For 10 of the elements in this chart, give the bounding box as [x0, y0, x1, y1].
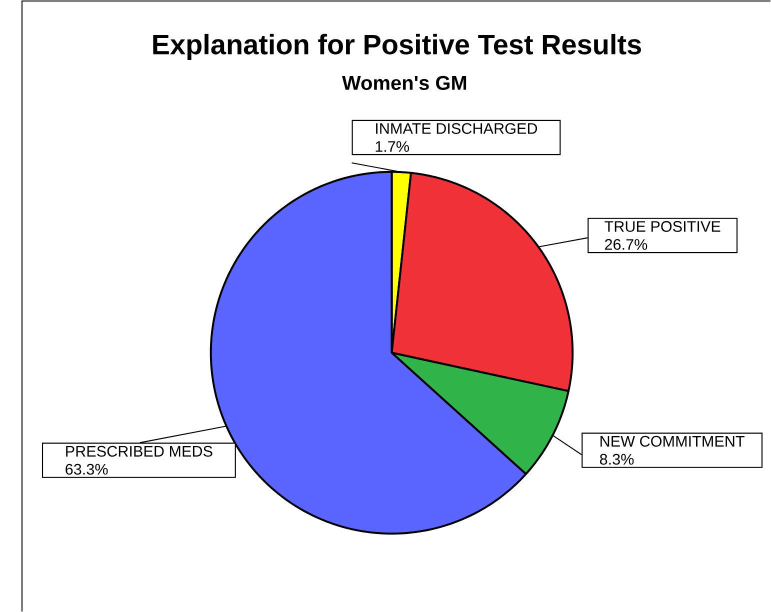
- slice-label: PRESCRIBED MEDS: [66, 446, 212, 457]
- data-label: 63.3%: [66, 464, 108, 475]
- data-label: 1.7%: [376, 141, 410, 152]
- data-label: 26.7%: [605, 238, 648, 250]
- slice-label: INMATE DISCHARGED: [376, 123, 538, 134]
- chart-title: Explanation for Positive Test Results: [153, 34, 641, 60]
- slice-label: NEW COMMITMENT: [600, 436, 744, 447]
- slice-label: TRUE POSITIVE: [604, 220, 720, 232]
- data-label: 8.3%: [600, 454, 634, 465]
- chart-subtitle: Women's GM: [342, 76, 466, 90]
